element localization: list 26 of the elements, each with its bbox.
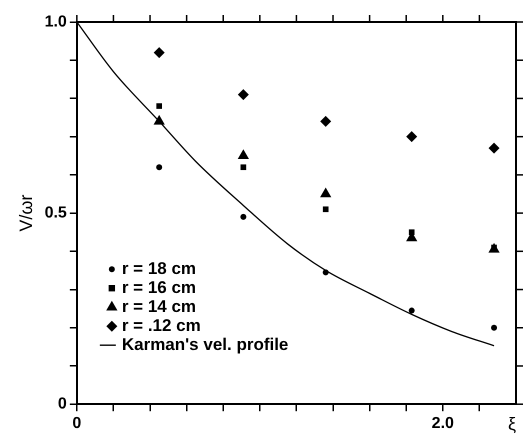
legend-label: r = .12 cm <box>122 316 201 335</box>
point <box>238 89 249 100</box>
y-tick-label: 0 <box>58 396 67 413</box>
point <box>488 142 500 154</box>
legend-label: Karman's vel. profile <box>122 334 288 354</box>
y-axis-title: V/ωr <box>16 194 36 232</box>
point <box>408 229 415 236</box>
legend-label: r = 18 cm <box>122 258 196 278</box>
point <box>154 47 165 58</box>
y-tick-label: 1.0 <box>44 13 67 30</box>
legend-label: r = 14 cm <box>122 296 196 316</box>
x-tick-label: 2.0 <box>432 415 454 432</box>
point <box>320 116 332 127</box>
point <box>322 206 329 212</box>
point <box>406 131 418 142</box>
x-axis-title: ξ <box>508 414 516 434</box>
point <box>240 164 246 170</box>
point <box>156 164 162 170</box>
point <box>156 103 162 109</box>
point <box>238 149 249 160</box>
point <box>408 308 415 314</box>
point <box>491 324 498 331</box>
point <box>322 269 329 276</box>
y-tick-label: 0.5 <box>44 204 67 222</box>
point <box>240 214 246 220</box>
legend-label: r = 16 cm <box>122 278 196 297</box>
